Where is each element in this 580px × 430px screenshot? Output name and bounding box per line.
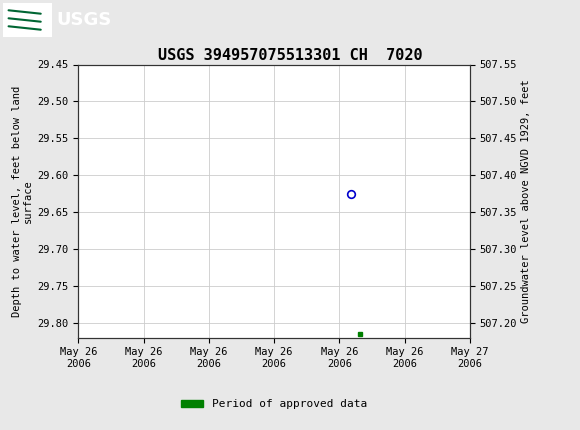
Legend: Period of approved data: Period of approved data — [176, 395, 372, 414]
Text: USGS 394957075513301 CH  7020: USGS 394957075513301 CH 7020 — [158, 48, 422, 62]
Text: USGS: USGS — [57, 11, 112, 29]
Y-axis label: Groundwater level above NGVD 1929, feet: Groundwater level above NGVD 1929, feet — [521, 79, 531, 323]
FancyBboxPatch shape — [3, 3, 52, 37]
Y-axis label: Depth to water level, feet below land
surface: Depth to water level, feet below land su… — [12, 86, 33, 316]
